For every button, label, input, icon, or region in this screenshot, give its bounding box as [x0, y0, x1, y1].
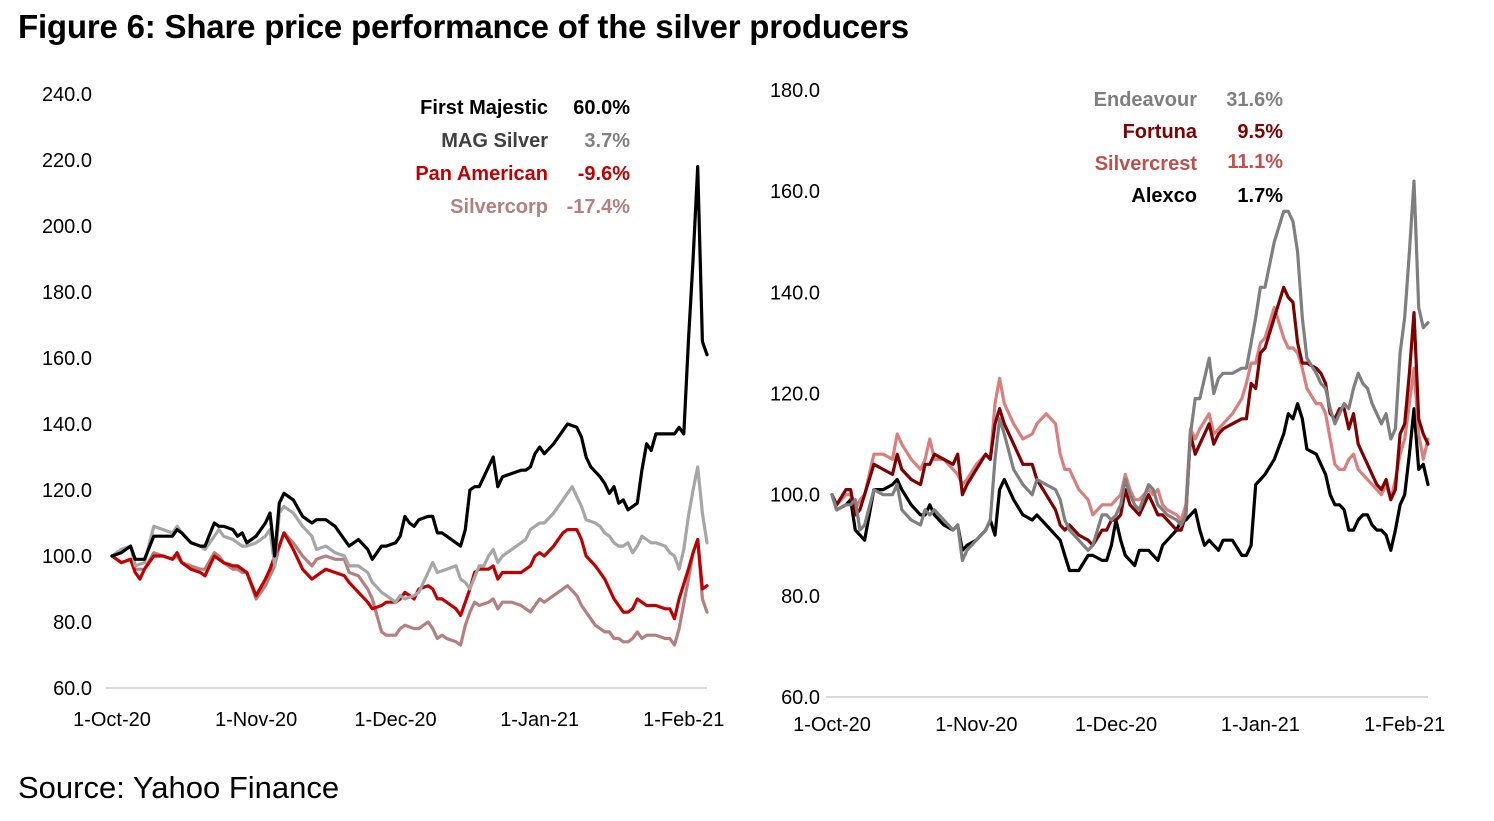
- y-tick-label: 160.0: [770, 181, 820, 203]
- y-tick-label: 240.0: [42, 84, 92, 106]
- x-tick-label: 1-Oct-20: [793, 714, 871, 736]
- y-tick-label: 120.0: [770, 384, 820, 406]
- x-tick-label: 1-Jan-21: [1221, 714, 1300, 736]
- y-tick-label: 180.0: [42, 282, 92, 304]
- legend-name-alexco: Alexco: [1131, 185, 1197, 207]
- series-line-mag-silver: [110, 465, 709, 604]
- legend-name-first-majestic: First Majestic: [420, 97, 548, 119]
- legend-return-fortuna: 9.5%: [1237, 121, 1283, 143]
- x-tick-label: 1-Nov-20: [935, 714, 1017, 736]
- y-tick-label: 120.0: [42, 480, 92, 502]
- y-tick-label: 140.0: [770, 282, 820, 304]
- y-tick-label: 160.0: [42, 348, 92, 370]
- chart-right: 60.0 80.0 100.0 120.0 140.0 160.0 180.0 1-Oct-2…: [770, 80, 1445, 736]
- y-tick-label: 140.0: [42, 414, 92, 436]
- y-tick-label: 80.0: [781, 586, 820, 608]
- series-line-alexco: [830, 402, 1430, 573]
- legend-name-pan-american: Pan American: [415, 163, 548, 185]
- legend-name-fortuna: Fortuna: [1123, 121, 1198, 143]
- x-tick-label: 1-Oct-20: [73, 709, 151, 731]
- legend-return-mag-silver: 3.7%: [584, 130, 630, 152]
- x-tick-label: 1-Feb-21: [643, 709, 724, 731]
- series-line-first-majestic: [110, 165, 709, 561]
- x-tick-label: 1-Jan-21: [500, 709, 579, 731]
- x-tick-label: 1-Dec-20: [354, 709, 436, 731]
- y-tick-label: 80.0: [53, 612, 92, 634]
- legend-return-silvercorp: -17.4%: [567, 196, 631, 218]
- x-tick-label: 1-Feb-21: [1364, 714, 1445, 736]
- series-line-silvercorp: [110, 531, 709, 647]
- legend-return-silvercrest: 11.1%: [1227, 151, 1283, 173]
- series-line-fortuna: [830, 285, 1430, 547]
- legend-name-silvercorp: Silvercorp: [450, 196, 548, 218]
- legend-return-alexco: 1.7%: [1237, 185, 1283, 207]
- series-line-endeavour: [830, 179, 1430, 563]
- y-tick-label: 180.0: [770, 80, 820, 102]
- legend-return-endeavour: 31.6%: [1226, 89, 1283, 111]
- legend-name-silvercrest: Silvercrest: [1095, 153, 1198, 175]
- series-line-pan-american: [110, 527, 709, 621]
- legend-return-pan-american: -9.6%: [578, 163, 630, 185]
- y-tick-label: 200.0: [42, 216, 92, 238]
- x-tick-label: 1-Dec-20: [1075, 714, 1157, 736]
- source-note: Source: Yahoo Finance: [18, 770, 340, 805]
- figure-title: Figure 6: Share price performance of the…: [18, 8, 909, 45]
- y-tick-label: 100.0: [770, 485, 820, 507]
- y-tick-label: 220.0: [42, 150, 92, 172]
- y-tick-label: 60.0: [781, 687, 820, 709]
- legend-return-first-majestic: 60.0%: [573, 97, 630, 119]
- y-tick-label: 60.0: [53, 678, 92, 700]
- legend-name-mag-silver: MAG Silver: [441, 130, 548, 152]
- x-tick-label: 1-Nov-20: [215, 709, 297, 731]
- y-tick-label: 100.0: [42, 546, 92, 568]
- legend-name-endeavour: Endeavour: [1094, 89, 1198, 111]
- chart-left: 60.0 80.0 100.0 120.0 140.0 160.0 180.0 200.0 22…: [42, 84, 724, 731]
